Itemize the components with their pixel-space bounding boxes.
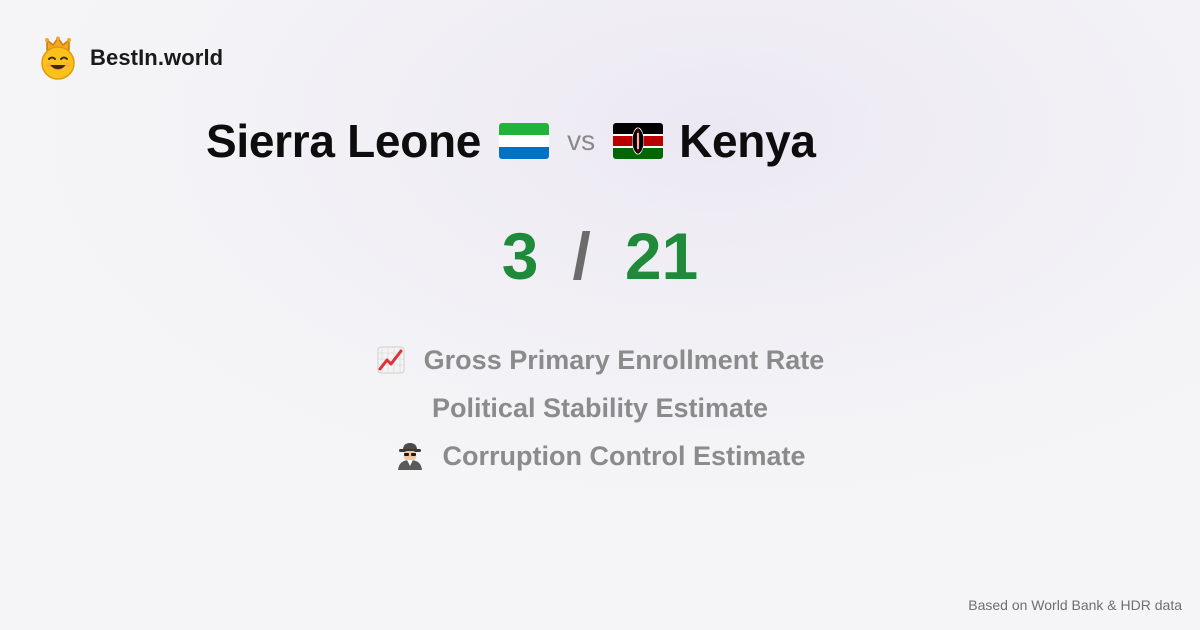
detective-icon — [395, 441, 425, 471]
metric-item[interactable]: Gross Primary Enrollment Rate — [376, 336, 825, 384]
vs-label: vs — [567, 125, 596, 156]
chart-increasing-icon — [376, 345, 406, 375]
score-country-a: 3 — [501, 219, 539, 293]
country-b-name[interactable]: Kenya — [679, 115, 816, 167]
metrics-list: Gross Primary Enrollment Rate Political … — [0, 336, 1200, 480]
crown-smiley-icon — [41, 36, 75, 80]
kenya-flag-icon — [613, 123, 664, 159]
data-source-note: Based on World Bank & HDR data — [968, 597, 1182, 613]
score-country-b: 21 — [624, 219, 699, 293]
metric-label: Political Stability Estimate — [431, 392, 769, 423]
brand[interactable]: BestIn.world — [38, 36, 223, 80]
score-separator: / — [572, 219, 591, 293]
sierra-leone-flag-icon — [499, 123, 550, 159]
metric-label: Gross Primary Enrollment Rate — [423, 344, 825, 375]
metric-item[interactable]: Corruption Control Estimate — [395, 432, 806, 480]
brand-name[interactable]: BestIn.world — [90, 45, 224, 70]
country-a-name[interactable]: Sierra Leone — [206, 115, 482, 167]
metric-item[interactable]: Political Stability Estimate — [432, 384, 768, 432]
metric-label: Corruption Control Estimate — [442, 440, 806, 471]
country-matchup: Sierra Leone vs Kenya — [206, 108, 816, 174]
score: 3 / 21 — [0, 218, 1200, 294]
